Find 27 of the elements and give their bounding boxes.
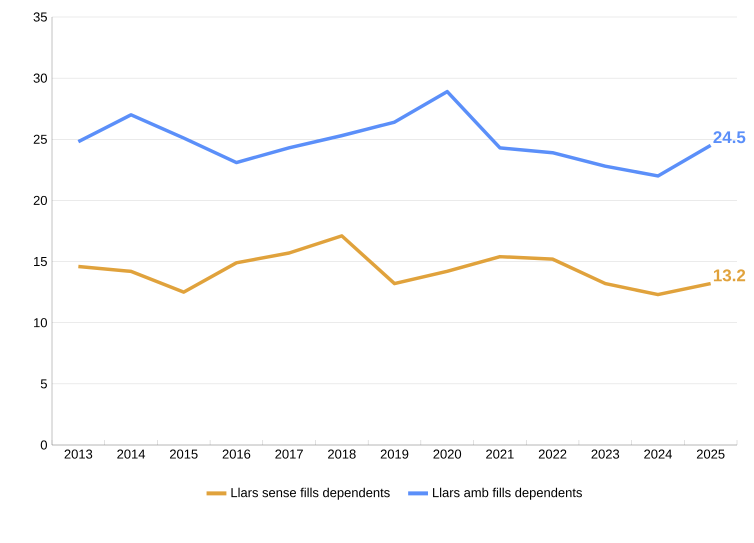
legend-label: Llars amb fills dependents [433,488,582,500]
line-series [76,234,712,296]
x-tick-label: 2021 [486,450,514,459]
legend-label: Llars sense fills dependents [231,488,390,500]
x-tick-label: 2019 [380,450,408,459]
x-tick-label: 2015 [170,450,198,459]
y-tick-label: 20 [34,196,47,206]
x-tick-label: 2023 [592,450,620,459]
y-tick-label: 10 [34,318,47,328]
y-tick-label: 0 [40,440,47,450]
x-tick-label: 2017 [275,450,303,459]
y-tick-label: 15 [34,257,47,266]
line-series [76,90,712,178]
x-tick-label: 2014 [117,450,146,459]
y-tick-label: 5 [40,379,47,388]
x-tick-label: 2020 [433,450,462,459]
y-tick-label: 35 [34,12,47,22]
y-tick-label: 30 [34,74,47,83]
x-tick-label: 2016 [222,450,250,459]
data-label: 13.2 [714,269,746,282]
x-tick-label: 2025 [696,450,725,459]
x-tick-label: 2013 [64,450,92,459]
x-tick-label: 2018 [328,450,356,459]
x-tick-label: 2022 [538,450,566,459]
x-tick-label: 2024 [644,450,672,459]
data-label: 24.5 [713,131,746,144]
y-tick-label: 25 [34,134,47,144]
